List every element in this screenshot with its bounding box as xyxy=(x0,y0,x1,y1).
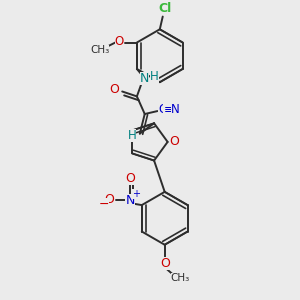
Text: −: − xyxy=(98,198,109,211)
Text: N: N xyxy=(125,194,135,207)
Text: N: N xyxy=(140,72,149,85)
Text: H: H xyxy=(128,129,136,142)
Text: O: O xyxy=(115,35,124,48)
Text: O: O xyxy=(169,135,179,148)
Text: +: + xyxy=(132,189,140,199)
Text: N: N xyxy=(171,103,179,116)
Text: C: C xyxy=(158,103,166,116)
Text: Cl: Cl xyxy=(158,2,171,15)
Text: CH₃: CH₃ xyxy=(90,45,109,55)
Text: O: O xyxy=(125,172,135,185)
Text: O: O xyxy=(110,83,119,96)
Text: O: O xyxy=(104,193,114,206)
Text: CH₃: CH₃ xyxy=(171,273,190,283)
Text: O: O xyxy=(160,257,169,270)
Text: H: H xyxy=(150,70,159,83)
Text: ≡: ≡ xyxy=(163,103,173,116)
